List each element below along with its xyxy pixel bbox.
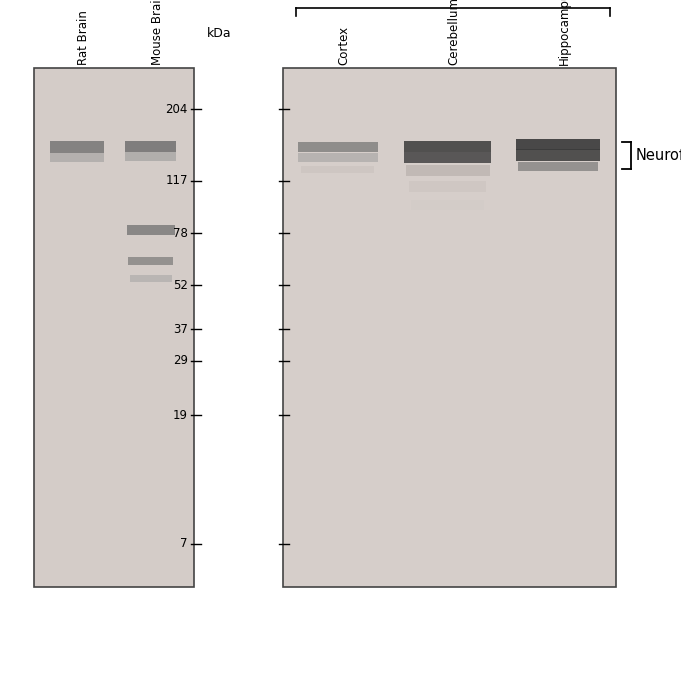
Bar [125,141,176,152]
Text: Cortex: Cortex [338,26,351,65]
Text: Rat Brain: Rat Brain [77,10,91,65]
Text: 204: 204 [165,102,188,115]
Bar [50,153,104,163]
Text: 37: 37 [173,323,188,336]
Text: 29: 29 [173,354,188,367]
Bar [130,275,172,281]
Bar [301,166,375,173]
Bar [125,152,176,161]
Bar [50,141,104,153]
Bar [405,141,491,152]
Text: Cerebellum: Cerebellum [448,0,461,65]
Bar [516,139,599,150]
Text: 117: 117 [165,174,188,187]
Text: kDa: kDa [207,27,232,40]
Bar [129,257,173,265]
Bar [283,68,616,587]
Bar [127,225,175,235]
Text: 52: 52 [173,279,188,292]
Bar [405,152,491,163]
Text: Mouse Brain: Mouse Brain [151,0,164,65]
Text: Neurofascin: Neurofascin [635,148,681,163]
Text: Hippocampus: Hippocampus [558,0,571,65]
Bar [34,68,194,587]
Text: 78: 78 [173,227,188,240]
Text: Human Brain: Human Brain [402,0,503,3]
Bar [411,200,484,210]
Bar [298,142,378,152]
Bar [298,153,378,162]
Bar [406,165,490,176]
Bar [516,150,599,161]
Bar [409,181,486,192]
Text: 7: 7 [180,538,188,550]
Text: 19: 19 [173,408,188,421]
Bar [518,162,598,171]
